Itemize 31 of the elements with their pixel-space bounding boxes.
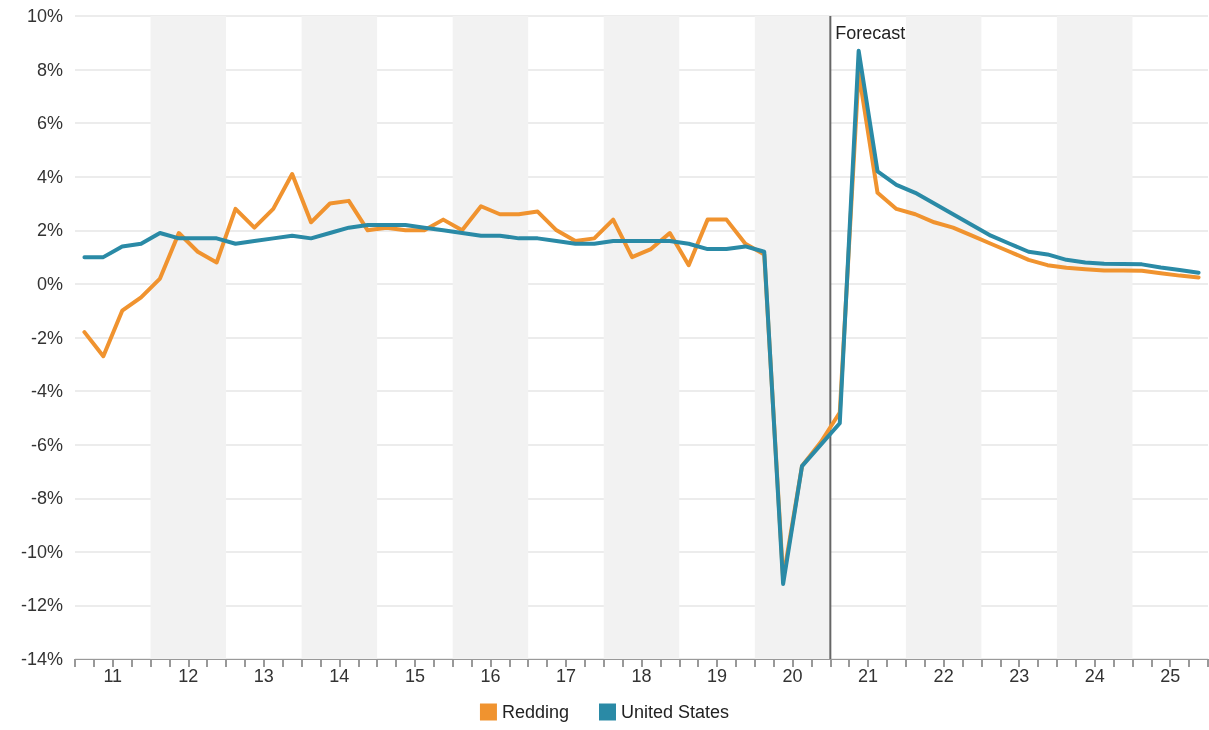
x-tick-label: 14	[329, 666, 350, 686]
y-tick-label: 6%	[36, 113, 63, 134]
y-tick-label: 2%	[36, 220, 63, 241]
x-tick-label: 22	[933, 666, 954, 686]
x-tick-label: 12	[178, 666, 199, 686]
x-tick-label: 19	[707, 666, 728, 686]
y-tick-label: 10%	[26, 6, 63, 26]
x-tick-label: 13	[253, 666, 274, 686]
legend-label: United States	[621, 702, 730, 722]
y-tick-label: -2%	[30, 327, 63, 348]
x-tick-label: 23	[1009, 666, 1030, 686]
x-tick-label: 24	[1084, 666, 1105, 686]
legend-label: Redding	[501, 702, 570, 722]
y-tick-label: 0%	[36, 273, 63, 294]
y-tick-label: -4%	[30, 381, 63, 402]
x-tick-label: 11	[103, 666, 123, 686]
x-tick-label: 17	[555, 666, 576, 686]
y-tick-label: -6%	[30, 434, 63, 455]
x-tick-label: 20	[782, 666, 803, 686]
x-tick-label: 25	[1160, 666, 1181, 686]
x-tick-label: 18	[631, 666, 652, 686]
y-tick-label: -8%	[30, 488, 63, 509]
ref-line-label: Forecast	[835, 23, 906, 43]
y-tick-label: 4%	[36, 166, 63, 187]
y-tick-label: -14%	[20, 649, 63, 669]
x-tick-label: 21	[858, 666, 879, 686]
y-tick-label: 8%	[36, 59, 63, 80]
x-tick-label: 16	[480, 666, 501, 686]
x-tick-label: 15	[404, 666, 425, 686]
y-tick-label: -12%	[20, 595, 63, 616]
y-tick-label: -10%	[20, 541, 63, 562]
